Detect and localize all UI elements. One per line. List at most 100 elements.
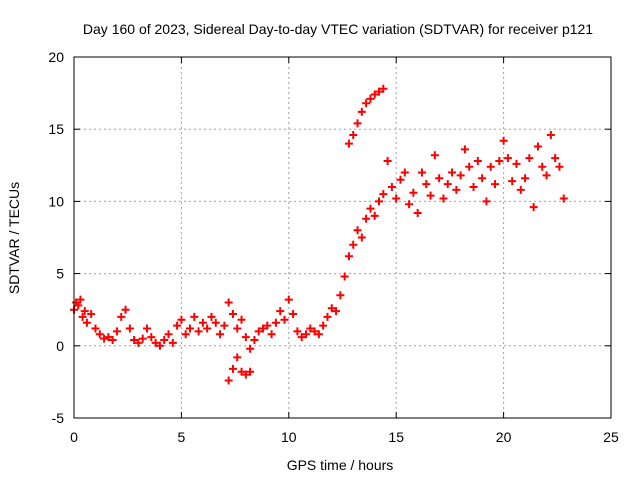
data-point — [405, 200, 414, 209]
data-point — [80, 307, 89, 316]
data-point — [375, 197, 384, 206]
data-point — [387, 182, 396, 191]
data-point — [362, 99, 371, 108]
data-point — [130, 336, 139, 345]
data-point — [362, 214, 371, 223]
data-point — [538, 162, 547, 171]
data-point — [375, 87, 384, 96]
data-point — [216, 330, 225, 339]
data-point — [224, 376, 233, 385]
data-point — [353, 226, 362, 235]
data-point — [332, 307, 341, 316]
data-point — [357, 107, 366, 116]
data-point — [198, 318, 207, 327]
data-point — [190, 312, 199, 321]
data-point — [353, 119, 362, 128]
data-point — [207, 312, 216, 321]
data-point — [327, 304, 336, 313]
data-point — [542, 171, 551, 180]
data-point — [512, 159, 521, 168]
data-point — [112, 327, 121, 336]
data-point — [396, 175, 405, 184]
data-point — [100, 334, 109, 343]
data-point — [233, 353, 242, 362]
data-point — [224, 298, 233, 307]
data-point — [173, 321, 182, 330]
data-point — [228, 310, 237, 319]
y-tick-label: 5 — [56, 266, 64, 282]
data-point — [185, 324, 194, 333]
data-point — [422, 180, 431, 189]
data-point — [121, 305, 130, 314]
data-point — [289, 310, 298, 319]
chart-title: Day 160 of 2023, Sidereal Day-to-day VTE… — [83, 21, 593, 37]
data-point — [147, 333, 156, 342]
data-point — [344, 139, 353, 148]
data-point — [379, 84, 388, 93]
data-point — [546, 130, 555, 139]
data-point — [426, 191, 435, 200]
data-point — [508, 177, 517, 186]
data-point — [306, 324, 315, 333]
data-point — [91, 324, 100, 333]
data-point — [344, 252, 353, 261]
data-point — [241, 333, 250, 342]
data-point — [160, 336, 169, 345]
data-point — [246, 344, 255, 353]
axis-ticks: 0 5 10 15 20 25 -5 0 5 10 15 20 — [48, 49, 619, 445]
grid — [74, 57, 611, 418]
data-point — [164, 330, 173, 339]
data-point — [430, 151, 439, 160]
data-point — [95, 330, 104, 339]
data-point — [263, 321, 272, 330]
data-point — [284, 295, 293, 304]
data-point — [177, 315, 186, 324]
data-point — [168, 338, 177, 347]
data-point — [448, 168, 457, 177]
y-tick-label: -5 — [52, 410, 65, 426]
data-point — [233, 324, 242, 333]
data-point — [271, 318, 280, 327]
data-point — [499, 136, 508, 145]
data-point — [246, 367, 255, 376]
data-point — [108, 336, 117, 345]
data-point — [259, 324, 268, 333]
data-point — [439, 194, 448, 203]
data-point — [241, 370, 250, 379]
data-point — [336, 291, 345, 300]
data-point — [533, 142, 542, 151]
data-point — [469, 182, 478, 191]
data-point — [250, 336, 259, 345]
data-point — [76, 295, 85, 304]
data-point — [82, 318, 91, 327]
data-point — [314, 330, 323, 339]
data-point — [555, 162, 564, 171]
data-point — [349, 240, 358, 249]
data-point — [503, 154, 512, 163]
data-point — [417, 168, 426, 177]
data-point — [452, 185, 461, 194]
data-point — [319, 321, 328, 330]
data-point — [525, 154, 534, 163]
data-point — [134, 338, 143, 347]
data-point — [349, 130, 358, 139]
y-tick-label: 10 — [48, 193, 64, 209]
data-point — [370, 211, 379, 220]
data-point — [194, 327, 203, 336]
data-point — [392, 194, 401, 203]
data-point — [400, 168, 409, 177]
data-point — [491, 180, 500, 189]
data-point — [155, 341, 164, 350]
data-point — [138, 334, 147, 343]
data-point — [357, 233, 366, 242]
data-point — [74, 301, 83, 310]
data-point — [254, 327, 263, 336]
data-point — [143, 324, 152, 333]
x-tick-label: 0 — [70, 429, 78, 445]
data-point — [104, 333, 113, 342]
data-point — [203, 324, 212, 333]
data-point — [293, 327, 302, 336]
data-point — [516, 185, 525, 194]
x-tick-label: 25 — [603, 429, 619, 445]
